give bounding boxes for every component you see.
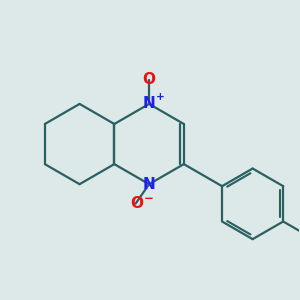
Text: −: − [143, 192, 153, 205]
Text: N: N [143, 177, 155, 192]
Text: N: N [143, 96, 155, 111]
Text: O: O [130, 196, 143, 211]
Text: O: O [142, 72, 156, 87]
Text: +: + [156, 92, 165, 102]
